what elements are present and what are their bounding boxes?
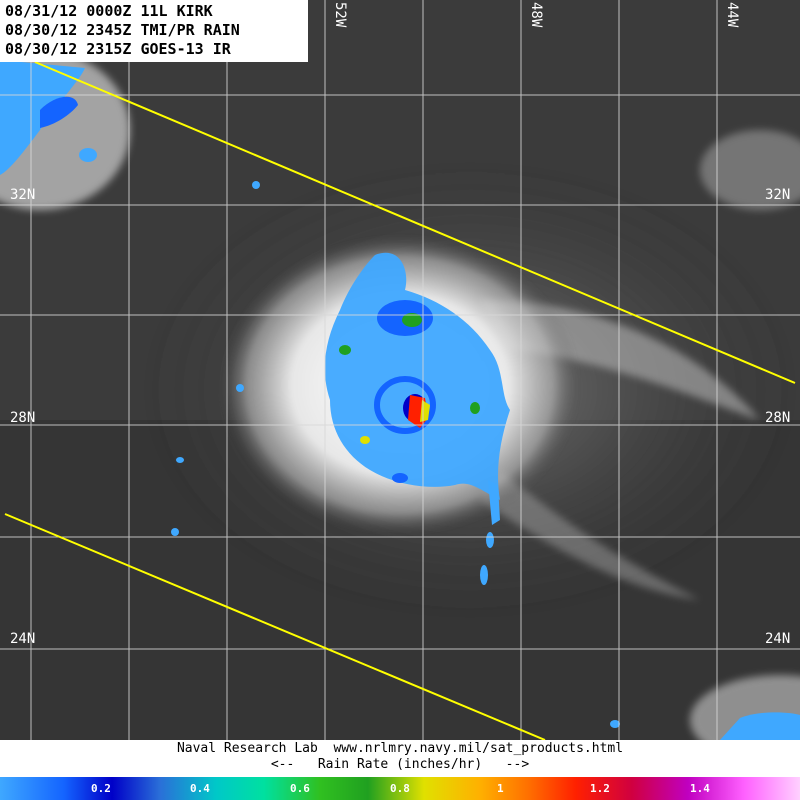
rain-eyewall-ring xyxy=(374,376,436,434)
rain-dot-south-2 xyxy=(480,565,488,585)
title-line-ir-sensor: 08/30/12 2315Z GOES-13 IR xyxy=(5,40,231,58)
rain-rate-colorbar: 0.2 0.4 0.6 0.8 1 1.2 1.4 xyxy=(0,777,800,800)
colorbar-tick-1: 1 xyxy=(497,782,504,795)
title-line-rain-sensor: 08/30/12 2345Z TMI/PR RAIN xyxy=(5,21,240,39)
rain-dot-south-1 xyxy=(486,532,494,548)
spiral-band-southeast xyxy=(480,470,700,600)
lat-lon-grid xyxy=(0,0,800,740)
credit-bar: Naval Research Lab www.nrlmry.navy.mil/s… xyxy=(0,740,800,777)
swath-edge-south xyxy=(4,513,546,740)
rain-cell-southwest xyxy=(392,473,408,483)
rain-dot-west-3 xyxy=(236,384,244,392)
colorbar-tick-1-4: 1.4 xyxy=(690,782,710,795)
rain-dot-southeast xyxy=(610,720,620,728)
lat-label-28n-right: 28N xyxy=(765,410,791,426)
lat-label-24n-right: 24N xyxy=(765,631,791,647)
rain-dot-north xyxy=(252,181,260,189)
lon-label-48w: 48W xyxy=(528,2,544,28)
title-line-valid-time: 08/31/12 0000Z 11L KIRK xyxy=(5,2,213,20)
colorbar-tick-0-6: 0.6 xyxy=(290,782,310,795)
rain-streak-south xyxy=(488,480,500,525)
colorbar-tick-0-8: 0.8 xyxy=(390,782,410,795)
lat-label-24n-left: 24N xyxy=(10,631,36,647)
ir-rain-overlay-map xyxy=(0,0,800,740)
rain-dot-west-2 xyxy=(176,457,184,463)
lon-label-52w: 52W xyxy=(332,2,348,28)
swath-edge-north xyxy=(34,61,796,384)
rain-dot-west xyxy=(171,528,179,536)
lon-label-44w: 44W xyxy=(724,2,740,28)
rain-core-green xyxy=(402,313,422,327)
lat-label-32n-left: 32N xyxy=(10,187,36,203)
product-title-block: 08/31/12 0000Z 11L KIRK 08/30/12 2345Z T… xyxy=(0,0,308,62)
colorbar-tick-1-2: 1.2 xyxy=(590,782,610,795)
rain-patch-southeast xyxy=(720,712,800,740)
rain-cell-west xyxy=(339,345,351,355)
lat-label-28n-left: 28N xyxy=(10,410,36,426)
colorbar-tick-0-4: 0.4 xyxy=(190,782,210,795)
northeast-cloud-wisps xyxy=(700,130,800,210)
rain-band-northwest-core xyxy=(40,96,78,128)
rain-dot-northwest xyxy=(79,148,97,162)
colorbar-caption: <-- Rain Rate (inches/hr) --> xyxy=(270,757,530,772)
rain-cell-east xyxy=(470,402,480,414)
lat-label-32n-right: 32N xyxy=(765,187,791,203)
rain-cell-south xyxy=(360,436,370,444)
colorbar-tick-0-2: 0.2 xyxy=(91,782,111,795)
credit-source-line: Naval Research Lab www.nrlmry.navy.mil/s… xyxy=(176,741,624,756)
